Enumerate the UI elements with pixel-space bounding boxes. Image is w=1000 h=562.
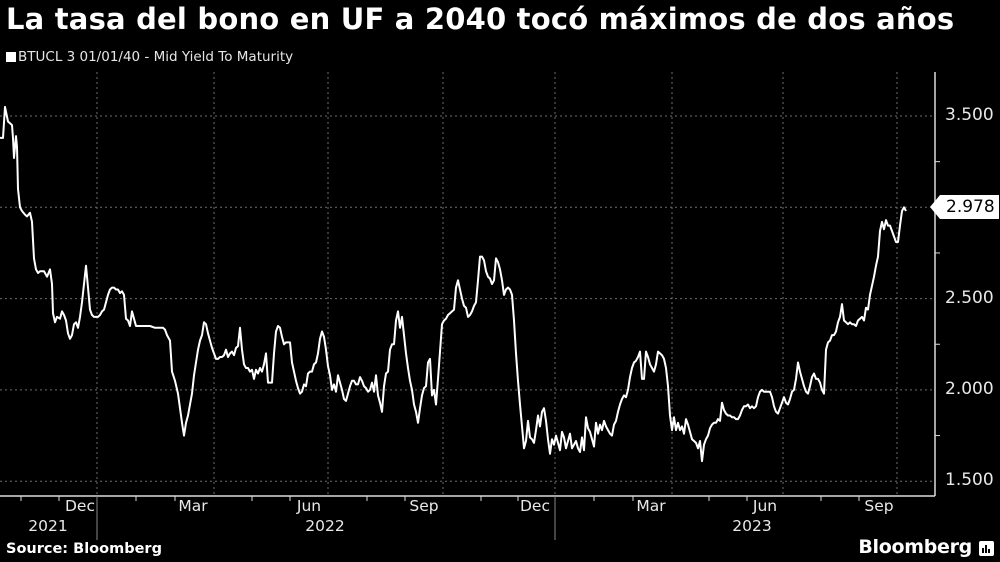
legend-label: BTUCL 3 01/01/40 - Mid Yield To Maturity — [18, 49, 294, 65]
x-tick-label: Jun — [752, 497, 778, 515]
chart-title: La tasa del bono en UF a 2040 tocó máxim… — [6, 2, 955, 36]
x-tick-label: Mar — [636, 497, 666, 515]
x-tick-label: Dec — [65, 497, 95, 515]
legend-swatch-icon — [6, 52, 16, 62]
x-tick-label: Sep — [864, 497, 894, 515]
y-tick-label: 3.500 — [945, 105, 994, 125]
source-note: Source: Bloomberg — [6, 541, 162, 557]
legend: BTUCL 3 01/01/40 - Mid Yield To Maturity — [6, 49, 293, 65]
gridlines — [0, 72, 935, 496]
x-tick-label: Mar — [178, 497, 208, 515]
x-tick-label: Jun — [296, 497, 322, 515]
axis-ticks — [20, 161, 940, 540]
brand-logo: Bloomberg — [858, 536, 972, 558]
last-value-callout: 2.978 — [930, 195, 999, 219]
y-tick-label: 2.500 — [945, 287, 994, 308]
y-tick-label: 2.000 — [945, 378, 994, 399]
chart-icon — [979, 541, 994, 556]
x-year-label: 2021 — [28, 517, 68, 535]
x-year-label: 2023 — [732, 517, 772, 535]
yield-line — [0, 105, 907, 463]
x-year-label: 2022 — [305, 517, 345, 535]
x-tick-label: Sep — [409, 497, 439, 515]
x-tick-label: Dec — [520, 497, 550, 515]
y-tick-label: 1.500 — [945, 470, 994, 491]
